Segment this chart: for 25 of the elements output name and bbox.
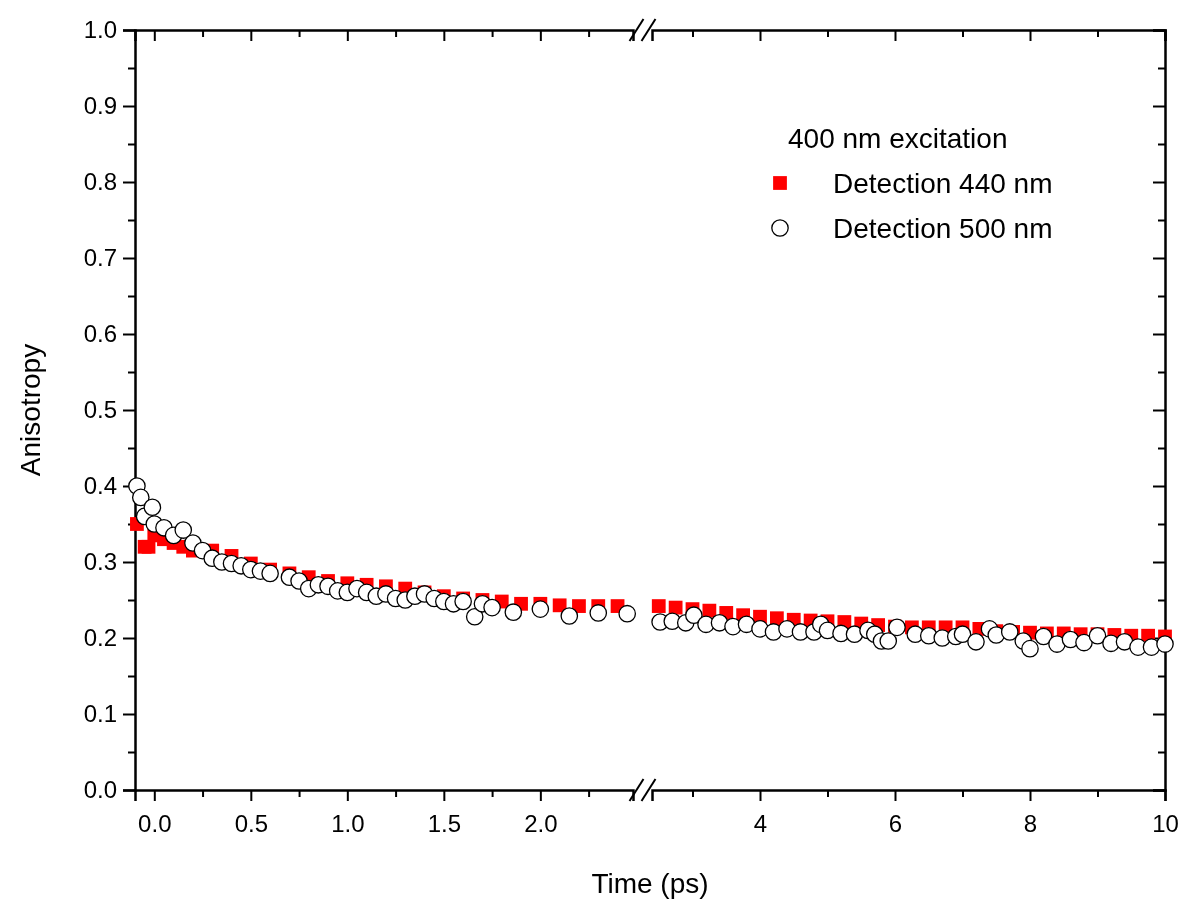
y-tick-label: 0.4 (83, 472, 117, 500)
y-tick-label: 0.2 (83, 624, 117, 652)
x-tick-label: 6 (888, 810, 903, 838)
x-tick-label: 2.0 (524, 810, 558, 838)
legend-label: Detection 500 nm (833, 213, 1053, 244)
legend-title: 400 nm excitation (788, 123, 1008, 154)
y-tick-label: 0.3 (83, 548, 117, 576)
x-tick-label: 4 (753, 810, 768, 838)
x-tick-label: 1.0 (331, 810, 365, 838)
y-tick-label: 0.1 (83, 700, 117, 728)
y-tick-label: 0.8 (83, 168, 117, 196)
y-tick-label: 0.6 (83, 320, 117, 348)
x-axis-title: Time (ps) (591, 868, 709, 899)
y-tick-label: 0.7 (83, 244, 117, 272)
y-tick-label: 0.5 (83, 396, 117, 424)
x-tick-label: 0.5 (234, 810, 268, 838)
y-tick-label: 1.0 (83, 16, 117, 44)
y-tick-label: 0.9 (83, 92, 117, 120)
y-axis-title: Anisotropy (15, 343, 46, 477)
x-tick-label: 1.5 (427, 810, 462, 838)
x-tick-label: 10 (1152, 810, 1179, 838)
x-tick-label: 0.0 (138, 810, 172, 838)
legend-label: Detection 440 nm (833, 168, 1053, 199)
y-tick-label: 0.0 (83, 776, 117, 804)
x-tick-label: 8 (1023, 810, 1038, 838)
